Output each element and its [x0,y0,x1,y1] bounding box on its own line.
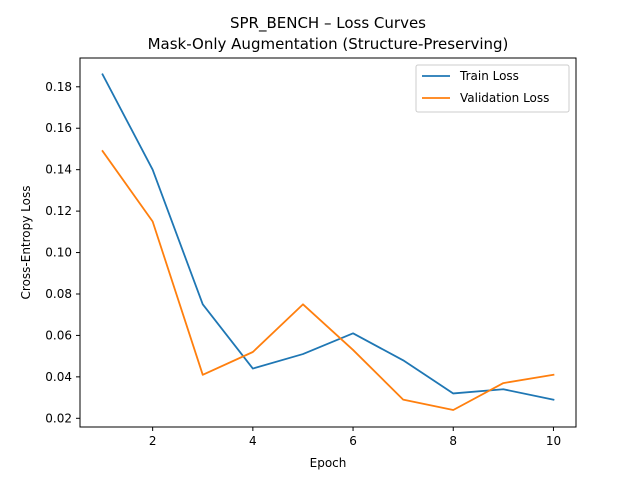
plot-area: 2 4 6 8 10 0.02 0.04 0.06 0.08 0.10 0.12 0.14 0.16 0.… [45,73,561,448]
y-tick-label: 0.18 [45,80,72,94]
data-point-validation-loss [252,351,254,353]
data-point-train-loss [352,332,354,334]
y-tick-label: 0.10 [45,246,72,260]
y-tick-label: 0.08 [45,287,72,301]
data-point-validation-loss [101,150,103,152]
chart-subtitle: Mask-Only Augmentation (Structure-Preser… [148,35,509,53]
x-tick-label: 4 [249,434,257,448]
data-point-train-loss [202,303,204,305]
data-point-train-loss [151,168,153,170]
data-point-train-loss [252,367,254,369]
legend-label-validation-loss: Validation Loss [460,91,549,105]
series-line-validation-loss [101,149,555,411]
series-line-train-loss [101,73,555,401]
legend-box [415,64,570,113]
data-point-validation-loss [151,220,153,222]
data-point-train-loss [552,398,554,400]
data-point-validation-loss [552,374,554,376]
chart-title: SPR_BENCH – Loss Curves [230,14,426,33]
x-tick-label: 8 [449,434,457,448]
x-axis-label: Epoch [310,456,347,470]
legend-label-train-loss: Train Loss [459,69,519,83]
legend: Train Loss Validation Loss [415,64,570,113]
data-point-train-loss [302,353,304,355]
y-axis-label: Cross-Entropy Loss [19,186,33,300]
y-tick-label: 0.04 [45,370,72,384]
data-point-validation-loss [402,398,404,400]
data-point-validation-loss [502,382,504,384]
data-point-validation-loss [352,349,354,351]
y-tick-label: 0.14 [45,163,72,177]
x-tick-label: 2 [149,434,157,448]
data-point-train-loss [452,392,454,394]
data-point-train-loss [101,73,103,75]
y-tick-label: 0.12 [45,204,72,218]
y-tick-label: 0.16 [45,121,72,135]
data-point-train-loss [502,388,504,390]
y-tick-label: 0.02 [45,411,72,425]
plot-frame [79,57,577,428]
data-point-train-loss [402,359,404,361]
data-point-validation-loss [202,374,204,376]
data-point-validation-loss [452,409,454,411]
data-point-validation-loss [302,303,304,305]
x-tick-label: 10 [546,434,561,448]
y-tick-label: 0.06 [45,328,72,342]
x-tick-label: 6 [349,434,357,448]
